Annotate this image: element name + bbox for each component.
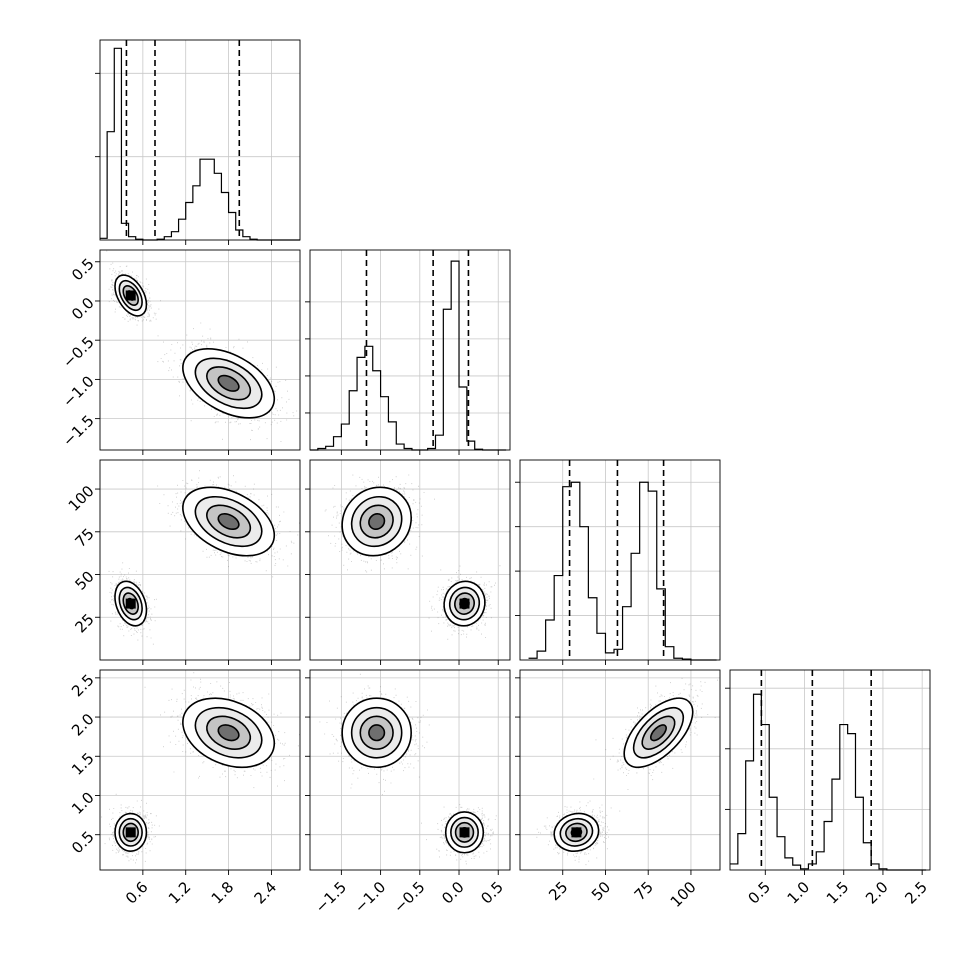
density-contour	[217, 513, 240, 531]
axes-frame	[99, 249, 301, 451]
histogram-step	[310, 260, 507, 451]
axes-frame	[729, 669, 931, 871]
histogram-step	[730, 693, 927, 871]
histogram-panel-3: 0.5 1.0 1.5 2.0 2.5	[725, 669, 931, 908]
density-peak	[125, 827, 136, 838]
scatter-panel-2-0: 25 50 75 100	[65, 459, 301, 665]
x-tick-label: 1.5	[823, 878, 853, 908]
panel-content	[319, 673, 497, 865]
y-tick-label: 1.5	[68, 749, 98, 779]
y-tick-label: 0.5	[68, 828, 98, 858]
axes-frame	[309, 459, 511, 661]
density-contour	[368, 513, 386, 531]
y-tick-label: 2.5	[68, 671, 98, 701]
x-tick-label: 0.6	[122, 878, 152, 908]
y-tick-label: 25	[71, 610, 97, 636]
panel-content	[324, 474, 501, 640]
density-contour	[649, 724, 667, 742]
y-tick-label: 2.0	[68, 710, 98, 740]
x-tick-label: 100	[667, 878, 700, 911]
y-tick-label: −0.5	[59, 333, 97, 371]
density-peak	[459, 827, 470, 838]
density-contour	[217, 374, 240, 392]
scatter-panel-3-2: 25 50 75 100	[515, 669, 721, 911]
x-tick-label: −1.0	[351, 878, 389, 916]
x-tick-label: 2.5	[901, 878, 931, 908]
panel-content	[106, 250, 298, 443]
axes-frame	[99, 669, 301, 871]
panel-content	[101, 672, 300, 870]
density-peak	[125, 598, 136, 609]
x-tick-label: 0.5	[477, 878, 507, 908]
y-tick-label: 1.0	[68, 788, 98, 818]
axes-frame	[309, 669, 511, 871]
density-contour	[217, 724, 240, 742]
y-tick-label: 50	[71, 567, 97, 593]
y-tick-label: 0.5	[68, 255, 98, 285]
x-tick-label: 75	[631, 878, 657, 904]
axes-frame	[519, 669, 721, 871]
histogram-panel-0	[95, 39, 301, 245]
scatter-panel-1-0: −1.5−1.0−0.5 0.0 0.5	[59, 249, 301, 455]
density-peak	[125, 290, 136, 301]
panel-content	[108, 470, 300, 645]
axes-frame	[519, 459, 721, 661]
density-contour	[368, 724, 386, 742]
y-tick-label: 100	[65, 482, 98, 515]
x-tick-label: −0.5	[390, 878, 428, 916]
panel-content	[536, 677, 718, 866]
scatter-panel-2-1	[305, 459, 511, 665]
axes-frame	[99, 459, 301, 661]
scatter-panel-3-1: −1.5 −1.0 −0.5 0.0 0.5	[305, 669, 511, 917]
y-tick-label: 75	[71, 525, 97, 551]
x-tick-label: 0.5	[744, 878, 774, 908]
histogram-step	[100, 47, 300, 241]
x-tick-label: 50	[588, 878, 614, 904]
scatter-panel-3-0: 0.5 1.0 1.5 2.0 2.5 0.6 1.2 1.8 2.4	[68, 669, 301, 908]
x-tick-label: 0.0	[438, 878, 468, 908]
x-tick-label: −1.5	[312, 878, 350, 916]
y-tick-label: −1.5	[59, 412, 97, 450]
x-tick-label: 1.8	[208, 878, 238, 908]
y-tick-label: −1.0	[59, 372, 97, 410]
density-peak	[571, 827, 582, 838]
density-peak	[459, 598, 470, 609]
x-tick-label: 1.2	[165, 878, 195, 908]
histogram-panel-1	[305, 249, 511, 455]
x-tick-label: 2.4	[251, 878, 281, 908]
axes-frame	[309, 249, 511, 451]
x-tick-label: 2.0	[862, 878, 892, 908]
x-tick-label: 25	[545, 878, 571, 904]
x-tick-label: 1.0	[784, 878, 814, 908]
y-tick-label: 0.0	[68, 294, 98, 324]
histogram-step	[528, 481, 717, 661]
axes-frame	[99, 39, 301, 241]
histogram-panel-2	[515, 459, 721, 665]
